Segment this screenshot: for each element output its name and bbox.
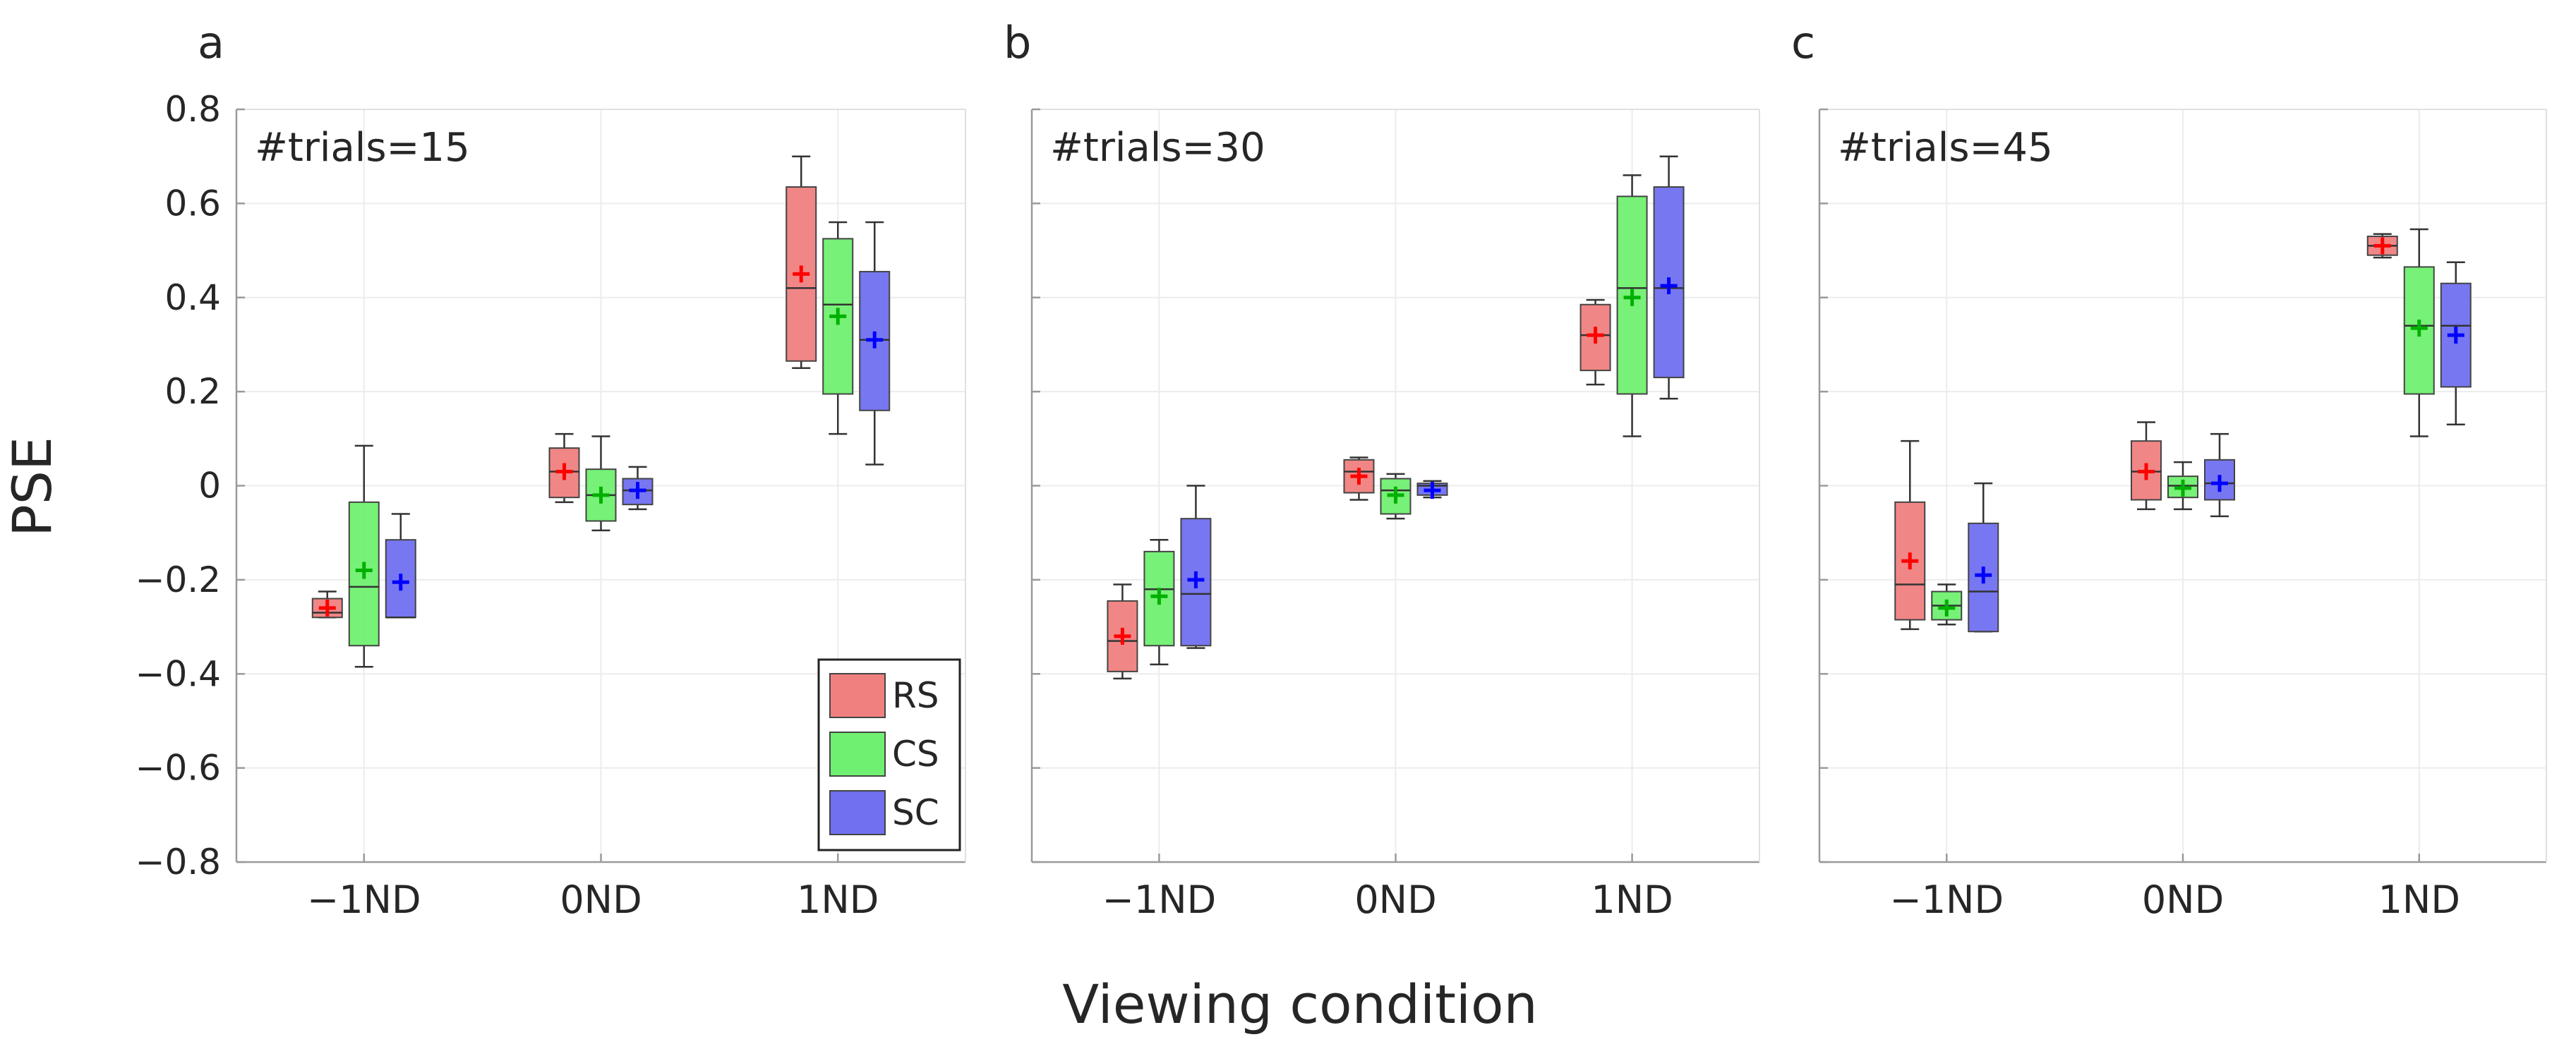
x-tick-label: 0ND: [560, 878, 642, 922]
y-tick-label: 0.8: [164, 89, 221, 130]
legend-label-cs: CS: [892, 734, 939, 775]
box-CS-2: [2403, 228, 2435, 437]
box-iqr: [1180, 518, 1212, 647]
panel-letter: b: [1004, 17, 1031, 68]
legend-swatch-sc: [829, 790, 886, 835]
panels: 0.8 0.6 0.4 0.2 0 −0.2 −0.4 −0.6 −0.8 −1ND 0ND 1ND a…: [136, 17, 2547, 922]
panel-c: −1ND 0ND 1ND c #trials=45: [1791, 17, 2547, 922]
y-tick-label: −0.6: [136, 748, 221, 789]
x-tick-label: 0ND: [2142, 878, 2224, 922]
box-CS-1: [2167, 461, 2198, 511]
x-tick-label: 1ND: [2378, 878, 2460, 922]
trials-annotation: #trials=15: [255, 125, 470, 171]
y-tick-label: −0.8: [136, 842, 221, 883]
x-tick-label: −1ND: [1102, 878, 1217, 922]
box-CS-1: [1380, 473, 1412, 520]
box-SC-2: [1653, 155, 1685, 400]
y-tick-label: −0.4: [136, 653, 221, 694]
box-CS-2: [1616, 174, 1648, 437]
box-iqr: [822, 238, 854, 395]
y-tick-label: 0.2: [164, 371, 221, 412]
y-tick-label: 0.4: [164, 277, 221, 318]
x-tick-label: −1ND: [307, 878, 421, 922]
legend: RS CS SC: [817, 658, 961, 851]
box-RS-1: [2131, 421, 2162, 511]
x-tick-label: 0ND: [1354, 878, 1436, 922]
box-SC-0: [385, 513, 416, 619]
box-RS-0: [1894, 439, 1926, 631]
legend-label-sc: SC: [892, 792, 939, 833]
x-axis-title: Viewing condition: [1062, 973, 1537, 1036]
panel-b: −1ND 0ND 1ND b #trials=30: [1004, 17, 1760, 922]
y-axis-title: PSE: [1, 437, 64, 537]
box-RS-0: [311, 590, 343, 619]
box-RS-1: [548, 432, 580, 504]
box-RS-2: [2366, 233, 2398, 259]
x-tick-label: 1ND: [797, 878, 879, 922]
box-SC-0: [1180, 485, 1212, 649]
x-tick-label: 1ND: [1591, 878, 1673, 922]
box-SC-1: [622, 466, 654, 511]
box-CS-1: [585, 435, 617, 532]
box-RS-0: [1107, 583, 1138, 680]
box-CS-0: [348, 444, 380, 668]
box-SC-0: [1968, 482, 1999, 633]
legend-label-rs: RS: [892, 675, 939, 716]
box-SC-1: [2204, 432, 2235, 518]
panel-letter: c: [1791, 17, 1815, 68]
box-iqr: [385, 539, 416, 619]
box-CS-2: [822, 221, 854, 435]
y-tick-label: −0.2: [136, 559, 221, 600]
box-SC-2: [859, 221, 891, 466]
y-tick-label: 0: [198, 466, 221, 507]
box-CS-0: [1931, 583, 1963, 626]
box-SC-1: [1416, 480, 1448, 499]
panel-letter: a: [198, 17, 224, 68]
box-RS-2: [786, 155, 817, 370]
trials-annotation: #trials=45: [1838, 125, 2053, 171]
box-RS-1: [1343, 456, 1375, 501]
box-SC-2: [2440, 261, 2472, 426]
legend-swatch-rs: [829, 673, 886, 718]
box-RS-2: [1579, 298, 1611, 386]
y-tick-label: 0.6: [164, 183, 221, 224]
legend-swatch-cs: [829, 732, 886, 777]
panel-a: 0.8 0.6 0.4 0.2 0 −0.2 −0.4 −0.6 −0.8 −1ND 0ND 1ND a…: [136, 17, 966, 922]
x-tick-label: −1ND: [1889, 878, 2004, 922]
trials-annotation: #trials=30: [1050, 125, 1265, 171]
box-CS-0: [1143, 538, 1175, 666]
